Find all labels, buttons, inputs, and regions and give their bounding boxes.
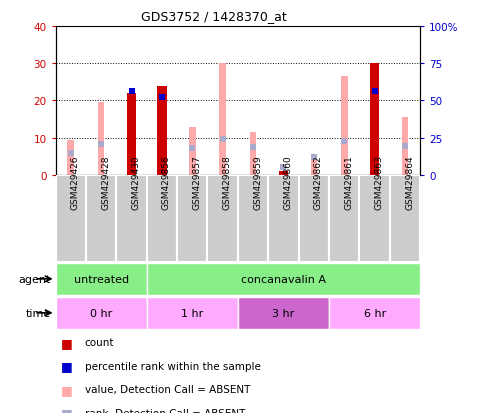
Bar (311, 157, 317, 176)
Text: concanavalin A: concanavalin A (241, 274, 326, 284)
Text: count: count (85, 337, 114, 347)
Bar (219, 64, 226, 176)
Text: ■: ■ (60, 359, 72, 373)
Bar (98, 103, 104, 176)
Text: ■: ■ (60, 383, 72, 396)
Text: percentile rank within the sample: percentile rank within the sample (85, 361, 260, 371)
Bar (56, 176, 86, 262)
Text: GSM429430: GSM429430 (131, 155, 141, 210)
Text: GSM429862: GSM429862 (314, 155, 323, 210)
Text: untreated: untreated (73, 274, 128, 284)
Bar (238, 297, 329, 329)
Text: GSM429857: GSM429857 (192, 155, 201, 210)
Text: 6 hr: 6 hr (364, 308, 386, 318)
Bar (370, 64, 380, 176)
Text: value, Detection Call = ABSENT: value, Detection Call = ABSENT (85, 385, 250, 394)
Text: GSM429863: GSM429863 (375, 155, 384, 210)
Text: GSM429428: GSM429428 (101, 155, 110, 210)
Text: 1 hr: 1 hr (181, 308, 203, 318)
Bar (238, 176, 268, 262)
Bar (279, 172, 288, 176)
Text: 0 hr: 0 hr (90, 308, 112, 318)
Bar (147, 297, 238, 329)
Text: time: time (26, 308, 51, 318)
Text: GSM429856: GSM429856 (162, 155, 171, 210)
Bar (56, 263, 147, 295)
Bar (329, 176, 359, 262)
Bar (250, 133, 256, 176)
Text: GSM429860: GSM429860 (284, 155, 293, 210)
Bar (116, 176, 147, 262)
Bar (86, 176, 116, 262)
Text: GDS3752 / 1428370_at: GDS3752 / 1428370_at (141, 10, 286, 23)
Bar (390, 176, 420, 262)
Bar (402, 118, 408, 176)
Text: agent: agent (18, 274, 51, 284)
Text: rank, Detection Call = ABSENT: rank, Detection Call = ABSENT (85, 408, 245, 413)
Text: GSM429861: GSM429861 (344, 155, 353, 210)
Text: GSM429859: GSM429859 (253, 155, 262, 210)
Bar (329, 297, 420, 329)
Bar (127, 94, 136, 176)
Bar (147, 176, 177, 262)
Bar (56, 297, 147, 329)
Bar (68, 140, 74, 176)
Text: GSM429864: GSM429864 (405, 155, 414, 210)
Text: ■: ■ (60, 406, 72, 413)
Bar (208, 176, 238, 262)
Bar (298, 176, 329, 262)
Bar (157, 86, 167, 176)
Bar (341, 77, 348, 176)
Bar (147, 263, 420, 295)
Bar (177, 176, 208, 262)
Bar (189, 127, 196, 176)
Bar (268, 176, 298, 262)
Text: ■: ■ (60, 336, 72, 349)
Bar (359, 176, 390, 262)
Text: GSM429426: GSM429426 (71, 155, 80, 210)
Text: GSM429858: GSM429858 (223, 155, 232, 210)
Text: 3 hr: 3 hr (272, 308, 295, 318)
